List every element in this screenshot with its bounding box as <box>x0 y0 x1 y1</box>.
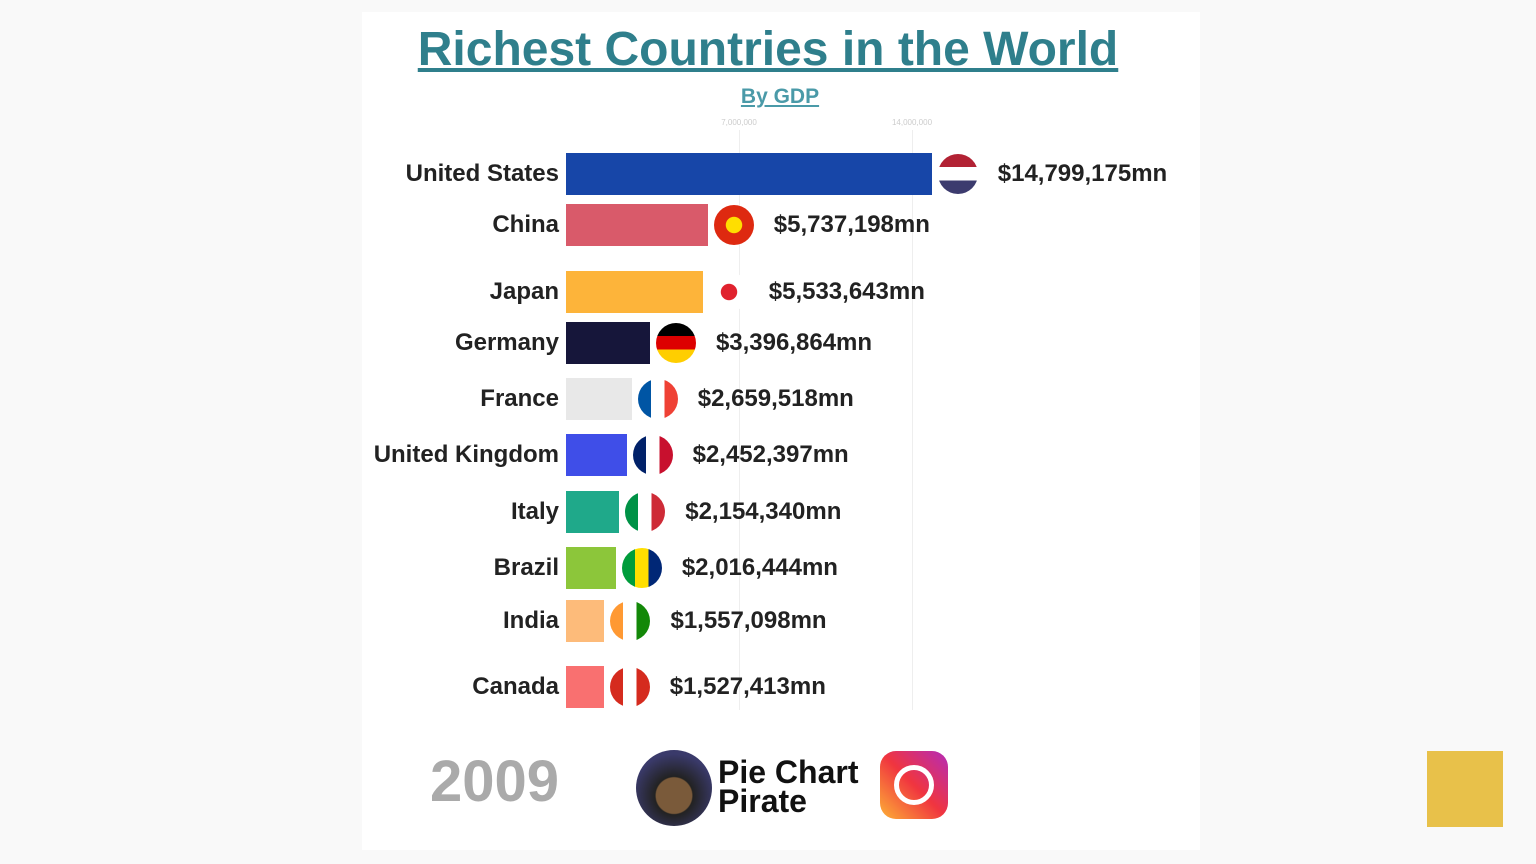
value-label: $2,154,340mn <box>685 498 842 525</box>
bar <box>566 153 932 195</box>
bar <box>566 434 627 476</box>
category-label: United States <box>405 160 559 187</box>
value-label: $2,016,444mn <box>681 554 838 581</box>
flag-icon <box>625 492 666 532</box>
flag-icon <box>637 379 678 419</box>
category-label: Japan <box>489 278 559 305</box>
category-label: Germany <box>454 329 559 356</box>
category-label: France <box>480 385 559 412</box>
value-label: $5,533,643mn <box>768 278 925 305</box>
chart-title: Richest Countries in the World <box>417 23 1119 76</box>
category-label: China <box>492 211 559 238</box>
value-label: $2,659,518mn <box>697 385 854 412</box>
category-label: Canada <box>472 673 559 700</box>
bar <box>566 271 703 313</box>
bar <box>566 600 605 642</box>
flag-icon <box>655 323 696 363</box>
brand-name: Pie Chart Pirate <box>718 754 859 819</box>
flag-icon <box>937 154 978 194</box>
value-label: $5,737,198mn <box>773 211 930 238</box>
category-label: United Kingdom <box>373 441 559 468</box>
tick-label: 14,000,000 <box>891 118 933 127</box>
value-label: $1,557,098mn <box>670 607 827 634</box>
flag-icon <box>621 548 662 588</box>
category-label: India <box>502 607 559 634</box>
flag-icon <box>632 435 673 475</box>
bar <box>566 378 632 420</box>
brand-line1: Pie Chart <box>718 754 859 790</box>
bar <box>566 491 620 533</box>
category-label: Italy <box>510 498 559 525</box>
tick-label: 7,000,000 <box>721 118 757 127</box>
flag-icon <box>708 272 749 312</box>
gridline <box>912 130 913 710</box>
category-label: Brazil <box>493 554 559 581</box>
chart-subtitle: By GDP <box>740 85 820 108</box>
value-label: $3,396,864mn <box>715 329 873 356</box>
bar <box>566 204 708 246</box>
gridline <box>739 130 740 710</box>
flag-icon <box>713 205 754 245</box>
bar <box>566 547 616 589</box>
year-label: 2009 <box>430 749 560 814</box>
value-label: $2,452,397mn <box>692 441 849 468</box>
pirate-logo-icon <box>636 750 712 826</box>
bar <box>566 322 650 364</box>
value-label: $14,799,175mn <box>997 160 1168 187</box>
flag-icon <box>609 667 650 707</box>
brand-line2: Pirate <box>718 783 807 819</box>
instagram-icon[interactable] <box>880 751 948 819</box>
chart-card <box>362 12 1200 850</box>
flag-icon <box>610 601 651 641</box>
channel-avatar-icon[interactable] <box>1427 751 1503 827</box>
value-label: $1,527,413mn <box>669 673 826 700</box>
bar <box>566 666 604 708</box>
